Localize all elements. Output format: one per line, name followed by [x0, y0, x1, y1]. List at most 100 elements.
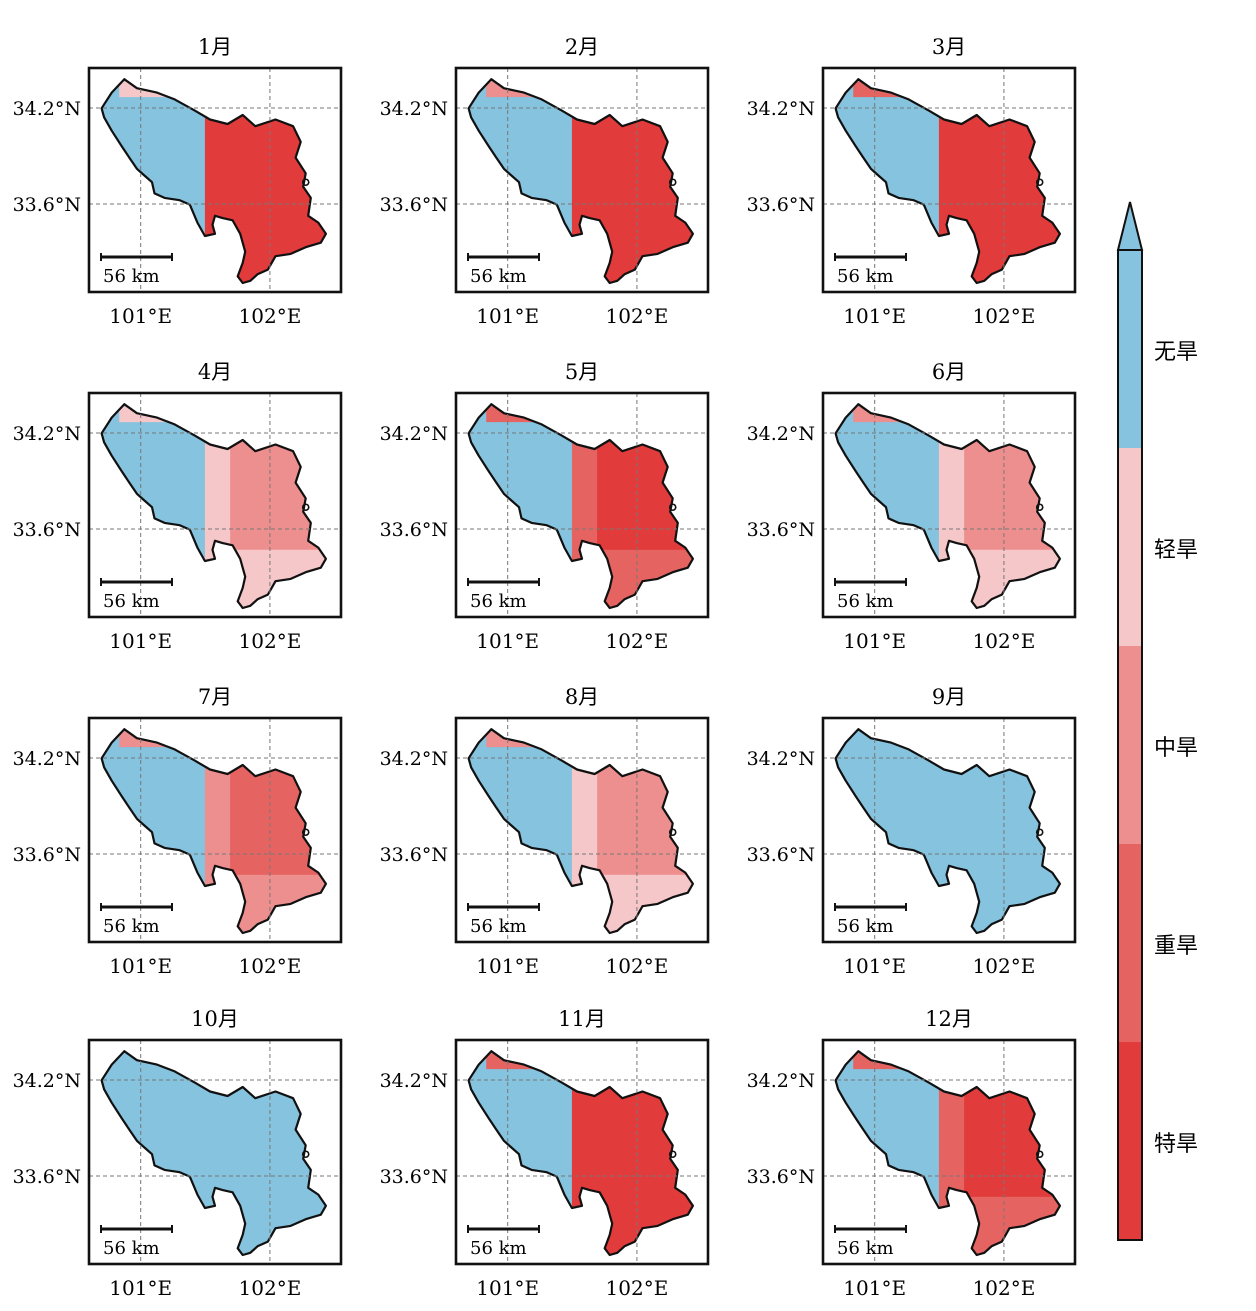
lat-tick-label: 33.6°N: [13, 519, 81, 541]
colorbar-label: 无旱: [1154, 340, 1198, 365]
basin-outline: [467, 1050, 695, 1257]
lon-tick-label: 102°E: [606, 304, 669, 328]
panel-title: 6月: [932, 360, 966, 384]
panel-title: 5月: [565, 360, 599, 384]
basin-outline: [834, 78, 1062, 285]
lat-tick-label: 33.6°N: [13, 844, 81, 866]
region-east: [964, 79, 1060, 230]
region-east: [964, 729, 1060, 880]
panel-frame: [821, 391, 1077, 619]
lon-tick-label: 101°E: [109, 1276, 172, 1300]
drought-fill: [835, 404, 1060, 608]
panel-title: 10月: [191, 1007, 239, 1031]
lon-tick-label: 101°E: [476, 1276, 539, 1300]
lat-tick-label: 34.2°N: [380, 1070, 448, 1092]
lat-tick-label: 33.6°N: [380, 194, 448, 216]
region-north-rim: [119, 81, 221, 98]
region-north-rim: [486, 1053, 588, 1070]
basin-outline: [467, 728, 695, 935]
basin-outline: [467, 78, 695, 285]
region-north-rim: [119, 406, 221, 423]
panel-frame: [454, 1038, 710, 1266]
colorbar-segment: [1118, 646, 1142, 844]
month-panel-1: 1月 34.2°N 33.6°N 101°E 102°E 56 km: [13, 35, 343, 328]
lat-tick-label: 34.2°N: [747, 1070, 815, 1092]
month-panel-5: 5月 34.2°N 33.6°N 101°E 102°E 56 km: [380, 360, 710, 653]
lon-tick-label: 101°E: [843, 629, 906, 653]
panel-title: 9月: [932, 685, 966, 709]
scale-bar-label: 56 km: [470, 916, 527, 937]
lake-marker: [668, 828, 677, 837]
region-north-rim: [486, 406, 588, 423]
drought-fill: [468, 1051, 693, 1255]
colorbar-segment: [1118, 1042, 1142, 1240]
month-panel-4: 4月 34.2°N 33.6°N 101°E 102°E 56 km: [13, 360, 343, 653]
panel-title: 4月: [198, 360, 232, 384]
colorbar-label: 轻旱: [1154, 538, 1198, 563]
month-panel-9: 9月 34.2°N 33.6°N 101°E 102°E 56 km: [747, 685, 1077, 978]
lon-tick-label: 101°E: [843, 954, 906, 978]
lat-tick-label: 34.2°N: [13, 748, 81, 770]
lon-tick-label: 101°E: [476, 304, 539, 328]
lon-tick-label: 102°E: [239, 1276, 302, 1300]
lon-tick-label: 102°E: [239, 304, 302, 328]
lon-tick-label: 102°E: [606, 629, 669, 653]
colorbar-segment: [1118, 250, 1142, 448]
colorbar-segment: [1118, 448, 1142, 646]
panel-frame: [87, 66, 343, 294]
panel-frame: [454, 391, 710, 619]
panel-frame: [87, 391, 343, 619]
lon-tick-label: 102°E: [973, 954, 1036, 978]
region-east: [230, 404, 326, 555]
scale-bar-label: 56 km: [103, 266, 160, 287]
lat-tick-label: 33.6°N: [380, 844, 448, 866]
region-north-rim: [853, 406, 955, 423]
lon-tick-label: 102°E: [239, 954, 302, 978]
panel-title: 1月: [198, 35, 232, 59]
drought-fill: [468, 729, 693, 933]
lon-tick-label: 101°E: [109, 629, 172, 653]
month-panel-10: 10月 34.2°N 33.6°N 101°E 102°E 56 km: [13, 1007, 343, 1300]
drought-fill: [835, 1051, 1060, 1255]
panel-frame: [87, 1038, 343, 1266]
month-panel-11: 11月 34.2°N 33.6°N 101°E 102°E 56 km: [380, 1007, 710, 1300]
colorbar-frame: [1117, 249, 1143, 1241]
panel-title: 12月: [925, 1007, 973, 1031]
drought-fill: [101, 404, 326, 608]
month-panel-6: 6月 34.2°N 33.6°N 101°E 102°E 56 km: [747, 360, 1077, 653]
colorbar-label: 特旱: [1154, 1132, 1198, 1157]
region-east: [597, 79, 693, 230]
lat-tick-label: 34.2°N: [747, 98, 815, 120]
lake-marker: [1035, 178, 1044, 187]
colorbar-label: 中旱: [1154, 736, 1198, 761]
colorbar-extend-arrow: [1116, 201, 1144, 251]
lake-marker: [1035, 503, 1044, 512]
drought-fill: [101, 79, 326, 283]
basin-outline: [834, 403, 1062, 610]
month-panel-2: 2月 34.2°N 33.6°N 101°E 102°E 56 km: [380, 35, 710, 328]
lake-marker: [668, 1150, 677, 1159]
region-east: [230, 729, 326, 880]
region-north-rim: [119, 731, 221, 748]
basin-outline: [100, 1050, 327, 1257]
lake-marker: [1035, 1150, 1044, 1159]
scale-bar-label: 56 km: [103, 916, 160, 937]
panel-frame: [454, 66, 710, 294]
drought-fill: [101, 1051, 326, 1255]
region-east: [597, 1051, 693, 1202]
region-north-rim: [853, 731, 955, 748]
scale-bar-label: 56 km: [470, 591, 527, 612]
lon-tick-label: 101°E: [843, 1276, 906, 1300]
lat-tick-label: 33.6°N: [747, 519, 815, 541]
lon-tick-label: 101°E: [109, 304, 172, 328]
drought-fill: [835, 79, 1060, 283]
panel-frame: [821, 66, 1077, 294]
drought-fill: [835, 729, 1060, 933]
basin-outline: [100, 403, 327, 610]
basin-outline: [834, 728, 1062, 935]
lake-marker: [301, 1150, 310, 1159]
lon-tick-label: 101°E: [476, 954, 539, 978]
lat-tick-label: 33.6°N: [13, 194, 81, 216]
